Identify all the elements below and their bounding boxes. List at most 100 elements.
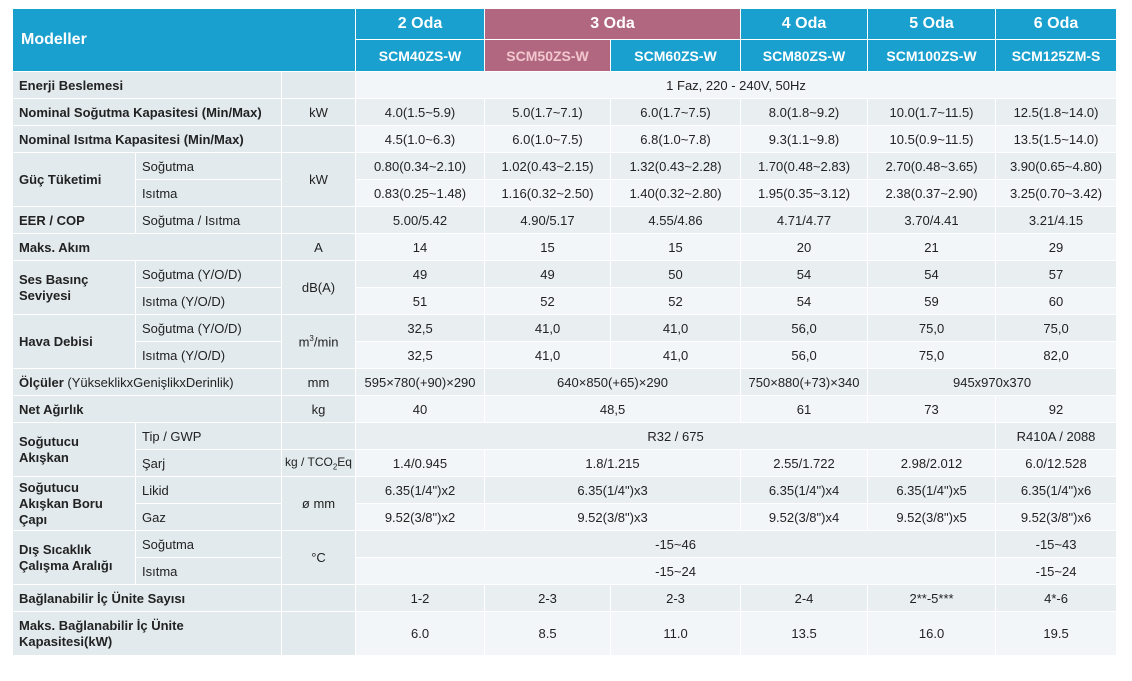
unit-base: m [298, 334, 310, 350]
row-indoor-capacity: Maks. Bağlanabilir İç Ünite Kapasitesi(k… [12, 611, 1118, 656]
room-4: 4 Oda [740, 8, 869, 40]
value-cell: 0.80(0.34~2.10) [355, 152, 486, 180]
unit-cell [280, 206, 357, 234]
row-label: EER / COP [12, 206, 136, 234]
row-label: Soğutucu Akışkan Boru Çapı [12, 476, 136, 531]
value-cell: 1.02(0.43~2.15) [484, 152, 612, 180]
value-cell: 1 Faz, 220 - 240V, 50Hz [355, 71, 1118, 99]
sub-label: Şarj [135, 449, 282, 477]
value-cell: 13.5(1.5~14.0) [995, 125, 1118, 153]
unit-cell: kW [280, 152, 357, 207]
sub-label: Soğutma (Y/O/D) [135, 260, 282, 288]
value-cell: 56,0 [740, 341, 869, 369]
row-label: Ses Basınç Seviyesi [12, 260, 136, 315]
value-cell: 640×850(+65)×290 [484, 368, 742, 396]
sub-label: Isıtma (Y/O/D) [135, 287, 282, 315]
sub-label: Soğutma [135, 530, 282, 558]
unit-cell [280, 422, 357, 450]
unit-cell: °C [280, 530, 357, 585]
unit-tail: Eq [337, 454, 352, 469]
spec-table: Modeller 2 Oda 3 Oda 4 Oda 5 Oda 6 Oda S… [11, 8, 1118, 656]
value-cell: -15~24 [355, 557, 997, 585]
value-cell: 4.0(1.5~5.9) [355, 98, 486, 126]
header-row-rooms: Modeller 2 Oda 3 Oda 4 Oda 5 Oda 6 Oda [11, 8, 1118, 72]
value-cell: 595×780(+90)×290 [355, 368, 486, 396]
value-cell: R32 / 675 [355, 422, 997, 450]
value-cell: 9.52(3/8")x5 [867, 503, 997, 531]
value-cell: 48,5 [484, 395, 742, 423]
row-ambient-cooling: Dış Sıcaklık Çalışma Aralığı Soğutma °C … [12, 530, 1118, 585]
unit-cell: dB(A) [280, 260, 357, 315]
value-cell: 9.3(1.1~9.8) [740, 125, 869, 153]
value-cell: 10.0(1.7~11.5) [867, 98, 997, 126]
row-label: Maks. Bağlanabilir İç Ünite Kapasitesi(k… [12, 611, 282, 656]
value-cell: 61 [740, 395, 869, 423]
value-cell: 1.16(0.32~2.50) [484, 179, 612, 207]
value-cell: 12.5(1.8~14.0) [995, 98, 1118, 126]
value-cell: 4.55/4.86 [610, 206, 742, 234]
unit-cell: ø mm [280, 476, 357, 531]
value-cell: 60 [995, 287, 1118, 315]
value-cell: 57 [995, 260, 1118, 288]
unit-cell [280, 71, 357, 99]
row-pipe-gas: Gaz 9.52(3/8")x2 9.52(3/8")x3 9.52(3/8")… [13, 503, 1118, 531]
value-cell: 945x970x370 [867, 368, 1118, 396]
models-label: Modeller [11, 8, 357, 72]
value-cell: 54 [867, 260, 997, 288]
value-cell: 54 [740, 287, 869, 315]
value-cell: 6.0(1.0~7.5) [484, 125, 612, 153]
row-label: Enerji Beslemesi [12, 71, 282, 99]
value-cell: 14 [355, 233, 486, 261]
unit-cell: kg / TCO2Eq [280, 449, 357, 477]
value-cell: 1.32(0.43~2.28) [610, 152, 742, 180]
row-net-weight: Net Ağırlık kg 40 48,5 61 73 92 [12, 395, 1118, 423]
room-6: 6 Oda [995, 8, 1118, 40]
row-heating-capacity: Nominal Isıtma Kapasitesi (Min/Max) 4.5(… [12, 125, 1118, 153]
model-code: SCM60ZS-W [610, 39, 742, 72]
value-cell: 82,0 [995, 341, 1118, 369]
value-cell: 32,5 [355, 314, 486, 342]
value-cell: 6.0(1.7~7.5) [610, 98, 742, 126]
value-cell: 10.5(0.9~11.5) [867, 125, 997, 153]
value-cell: 2.98/2.012 [867, 449, 997, 477]
value-cell: 6.35(1/4")x2 [355, 476, 486, 504]
value-cell: 11.0 [610, 611, 742, 656]
value-cell: 73 [867, 395, 997, 423]
value-cell: 1.4/0.945 [355, 449, 486, 477]
value-cell: 52 [484, 287, 612, 315]
row-airflow-cooling: Hava Debisi Soğutma (Y/O/D) m3/min 32,5 … [12, 314, 1118, 369]
sub-label: Isıtma [135, 557, 282, 585]
model-code: SCM80ZS-W [740, 39, 869, 72]
value-cell: 8.5 [484, 611, 612, 656]
sub-label: Isıtma [135, 179, 282, 207]
dims-sub-label: (YükseklikxGenişlikxDerinlik) [67, 374, 234, 390]
value-cell: -15~46 [355, 530, 997, 558]
value-cell: 1-2 [355, 584, 486, 612]
row-cooling-capacity: Nominal Soğutma Kapasitesi (Min/Max) kW … [12, 98, 1118, 126]
value-cell: 2.55/1.722 [740, 449, 869, 477]
value-cell: 41,0 [610, 314, 742, 342]
row-label: Maks. Akım [12, 233, 282, 261]
unit-cell [280, 584, 357, 612]
row-dimensions: Ölçüler (YükseklikxGenişlikxDerinlik) mm… [12, 368, 1118, 396]
row-ambient-heating: Isıtma -15~24 -15~24 [13, 557, 1118, 585]
unit-cell [280, 611, 357, 656]
value-cell: 9.52(3/8")x3 [484, 503, 742, 531]
row-noise-heating: Isıtma (Y/O/D) 51 52 52 54 59 60 [13, 287, 1118, 315]
row-power-supply: Enerji Beslemesi 1 Faz, 220 - 240V, 50Hz [12, 71, 1118, 99]
value-cell: 0.83(0.25~1.48) [355, 179, 486, 207]
row-noise-cooling: Ses Basınç Seviyesi Soğutma (Y/O/D) dB(A… [12, 260, 1118, 315]
header-row-codes: SCM40ZS-W SCM50ZS-W SCM60ZS-W SCM80ZS-W … [13, 39, 1118, 72]
row-label: Bağlanabilir İç Ünite Sayısı [12, 584, 282, 612]
value-cell: 40 [355, 395, 486, 423]
sub-label: Isıtma (Y/O/D) [135, 341, 282, 369]
value-cell: 6.35(1/4")x5 [867, 476, 997, 504]
value-cell: 15 [610, 233, 742, 261]
value-cell: 59 [867, 287, 997, 315]
row-refrigerant-type: Soğutucu Akışkan Tip / GWP R32 / 675 R41… [12, 422, 1118, 477]
value-cell: 32,5 [355, 341, 486, 369]
row-refrigerant-charge: Şarj kg / TCO2Eq 1.4/0.945 1.8/1.215 2.5… [13, 449, 1118, 477]
unit-tail: /min [313, 334, 339, 350]
value-cell: 9.52(3/8")x2 [355, 503, 486, 531]
row-power-heating: Isıtma 0.83(0.25~1.48) 1.16(0.32~2.50) 1… [13, 179, 1118, 207]
